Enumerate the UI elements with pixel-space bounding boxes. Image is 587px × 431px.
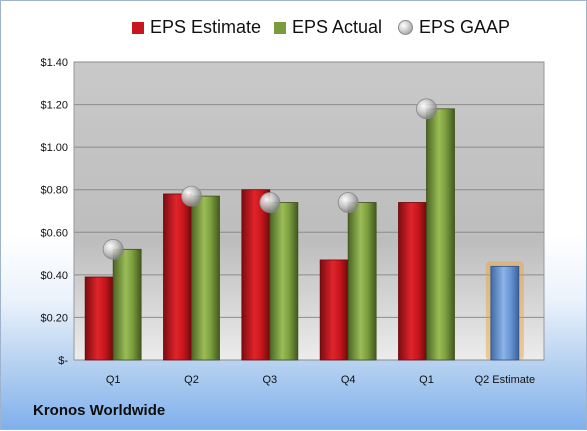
- bar-eps-actual: [347, 202, 377, 361]
- marker-eps-gaap: [181, 185, 202, 207]
- marker-eps-gaap: [416, 98, 437, 120]
- legend-label-gaap: EPS GAAP: [419, 17, 511, 37]
- bar-eps-actual: [426, 108, 455, 361]
- bar-eps-estimate: [398, 202, 427, 361]
- y-tick-label: $0.20: [40, 312, 68, 324]
- gridlines: [74, 61, 544, 361]
- bar-eps-estimate: [319, 259, 349, 361]
- legend-item-estimate: EPS Estimate: [132, 17, 261, 38]
- x-tick-label: Q2: [184, 374, 199, 386]
- x-tick-label: Q1: [106, 374, 121, 386]
- y-tick-label: $-: [58, 355, 68, 367]
- legend-item-gaap: EPS GAAP: [398, 17, 510, 38]
- bar-eps-estimate: [241, 189, 271, 361]
- marker-eps-gaap: [337, 192, 359, 213]
- legend-swatch-estimate: [132, 21, 144, 34]
- bar-eps-estimate: [84, 276, 114, 361]
- marker-eps-gaap: [102, 238, 124, 260]
- legend-item-actual: EPS Actual: [274, 17, 382, 38]
- x-tick-label: Q4: [341, 374, 356, 386]
- x-tick-label: Q3: [262, 374, 277, 386]
- y-tick-label: $1.40: [40, 57, 68, 69]
- bar-eps-actual: [191, 195, 220, 361]
- legend-swatch-actual: [274, 21, 286, 34]
- marker-eps-gaap: [259, 192, 281, 213]
- y-tick-label: $1.00: [40, 142, 68, 154]
- y-tick-label: $0.60: [40, 227, 68, 239]
- y-axis-ticks: $- $0.20 $0.40 $0.60 $0.80 $1.00 $1.20 $1.40: [40, 57, 68, 367]
- legend-marker-gaap: [398, 20, 413, 35]
- legend-label-estimate: EPS Estimate: [150, 17, 262, 37]
- gaap-markers: [102, 98, 437, 260]
- bars: [84, 108, 524, 361]
- bar-eps-estimate: [163, 193, 192, 361]
- x-tick-label: Q2 Estimate: [475, 374, 536, 386]
- legend: EPS Estimate EPS Actual EPS GAAP: [1, 15, 587, 45]
- legend-label-actual: EPS Actual: [292, 17, 383, 37]
- y-tick-label: $0.40: [40, 270, 68, 282]
- y-tick-label: $1.20: [40, 100, 68, 112]
- company-name: Kronos Worldwide: [33, 402, 166, 419]
- bar-next-estimate: [490, 265, 520, 361]
- y-tick-label: $0.80: [40, 185, 68, 197]
- bar-eps-actual: [112, 248, 142, 361]
- bar-eps-actual: [269, 202, 299, 361]
- plot-area: [73, 61, 545, 361]
- x-tick-label: Q1: [419, 374, 434, 386]
- x-axis-ticks: Q1 Q2 Q3 Q4 Q1 Q2 Estimate: [106, 374, 535, 386]
